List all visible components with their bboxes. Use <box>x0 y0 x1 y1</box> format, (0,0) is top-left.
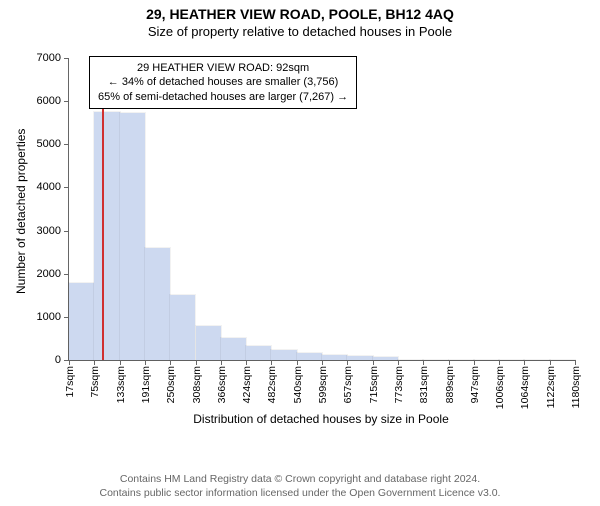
x-tick <box>271 360 272 365</box>
y-tick-label: 2000 <box>37 268 61 280</box>
x-tick-label: 308sqm <box>191 366 203 403</box>
histogram-bar <box>94 112 119 360</box>
x-tick <box>196 360 197 365</box>
chart-area: Number of detached properties 29 HEATHER… <box>0 48 600 426</box>
y-tick-label: 3000 <box>37 225 61 237</box>
histogram-bar <box>373 357 398 360</box>
x-tick-label: 773sqm <box>393 366 405 403</box>
info-line-2: ← 34% of detached houses are smaller (3,… <box>98 75 348 89</box>
footer-line-2: Contains public sector information licen… <box>0 486 600 500</box>
x-tick-label: 715sqm <box>368 366 380 403</box>
x-axis-label: Distribution of detached houses by size … <box>68 412 574 426</box>
x-tick-label: 1122sqm <box>545 366 557 408</box>
x-tick <box>145 360 146 365</box>
x-tick-label: 75sqm <box>89 366 101 398</box>
y-tick <box>64 187 69 188</box>
x-tick <box>246 360 247 365</box>
histogram-bar <box>120 113 145 360</box>
info-line-1: 29 HEATHER VIEW ROAD: 92sqm <box>98 61 348 75</box>
histogram-bar <box>221 338 246 360</box>
histogram-bar <box>297 353 322 360</box>
x-tick-label: 133sqm <box>115 366 127 403</box>
x-tick-label: 540sqm <box>292 366 304 403</box>
y-tick <box>64 274 69 275</box>
y-tick <box>64 101 69 102</box>
x-tick-label: 1180sqm <box>570 366 582 408</box>
x-tick <box>398 360 399 365</box>
histogram-bar <box>145 248 170 360</box>
y-tick-label: 4000 <box>37 181 61 193</box>
histogram-bar <box>69 283 94 360</box>
histogram-bar <box>246 346 271 360</box>
x-tick <box>94 360 95 365</box>
x-tick-label: 947sqm <box>469 366 481 403</box>
y-tick-label: 7000 <box>37 52 61 64</box>
histogram-bar <box>170 295 195 360</box>
x-tick <box>221 360 222 365</box>
info-line-3: 65% of semi-detached houses are larger (… <box>98 90 348 104</box>
x-tick <box>474 360 475 365</box>
x-tick <box>499 360 500 365</box>
x-tick <box>575 360 576 365</box>
x-tick-label: 482sqm <box>267 366 279 403</box>
histogram-bar <box>347 356 372 360</box>
x-tick-label: 889sqm <box>444 366 456 403</box>
x-tick <box>69 360 70 365</box>
footer-line-1: Contains HM Land Registry data © Crown c… <box>0 472 600 486</box>
chart-title: 29, HEATHER VIEW ROAD, POOLE, BH12 4AQ <box>0 6 600 22</box>
x-tick <box>170 360 171 365</box>
y-tick <box>64 144 69 145</box>
x-tick-label: 17sqm <box>64 366 76 398</box>
x-tick-label: 424sqm <box>241 366 253 403</box>
x-tick-label: 831sqm <box>418 366 430 403</box>
x-tick-label: 250sqm <box>165 366 177 403</box>
histogram-bar <box>196 326 221 361</box>
plot-area: 29 HEATHER VIEW ROAD: 92sqm ← 34% of det… <box>68 58 575 361</box>
y-tick-label: 5000 <box>37 138 61 150</box>
y-tick <box>64 231 69 232</box>
x-tick <box>373 360 374 365</box>
x-tick <box>423 360 424 365</box>
y-tick-label: 0 <box>55 354 61 366</box>
x-tick-label: 657sqm <box>342 366 354 403</box>
x-tick <box>347 360 348 365</box>
x-tick-label: 366sqm <box>216 366 228 403</box>
y-tick-label: 6000 <box>37 95 61 107</box>
y-tick-label: 1000 <box>37 311 61 323</box>
x-tick <box>322 360 323 365</box>
x-tick <box>120 360 121 365</box>
x-tick <box>550 360 551 365</box>
chart-subtitle: Size of property relative to detached ho… <box>0 24 600 39</box>
x-tick-label: 191sqm <box>140 366 152 403</box>
x-tick <box>297 360 298 365</box>
info-box: 29 HEATHER VIEW ROAD: 92sqm ← 34% of det… <box>89 56 357 109</box>
x-tick-label: 1064sqm <box>520 366 532 409</box>
x-tick-label: 1006sqm <box>494 366 506 409</box>
x-tick-label: 599sqm <box>317 366 329 403</box>
y-axis-label: Number of detached properties <box>14 129 28 294</box>
histogram-bar <box>322 355 347 360</box>
footer: Contains HM Land Registry data © Crown c… <box>0 472 600 500</box>
histogram-bar <box>271 350 296 360</box>
y-tick <box>64 58 69 59</box>
x-tick <box>524 360 525 365</box>
x-tick <box>449 360 450 365</box>
